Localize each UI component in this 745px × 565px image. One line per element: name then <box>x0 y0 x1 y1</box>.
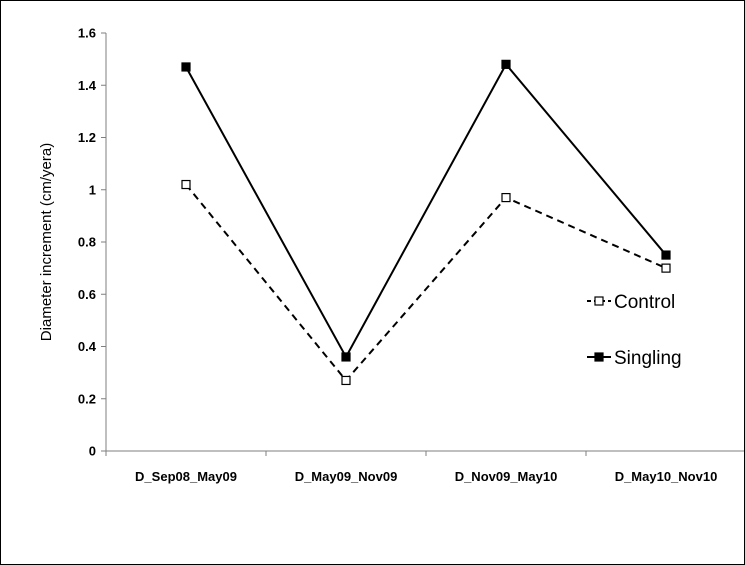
x-tick-label: D_Sep08_May09 <box>135 469 237 484</box>
y-tick-label: 1.4 <box>78 78 97 93</box>
legend: Control Singling <box>587 292 682 369</box>
legend-marker-control <box>594 296 604 306</box>
series-line-control <box>185 183 667 383</box>
y-tick-label: 0.6 <box>78 287 96 302</box>
x-axis-ticks: D_Sep08_May09 D_May09_Nov09 D_Nov09_May10 D… <box>105 451 718 484</box>
y-tick-label: 1 <box>89 182 96 197</box>
y-axis-title-group: Diameter increment (cm/yera) <box>38 143 55 341</box>
y-tick-label: 1.2 <box>78 130 96 145</box>
legend-label-singling: Singling <box>614 348 682 369</box>
series-lines <box>185 62 667 383</box>
y-tick-label: 0.2 <box>78 391 96 406</box>
legend-marker-singling <box>594 352 604 362</box>
data-point-control <box>341 375 351 386</box>
y-tick-label: 1.6 <box>78 26 96 41</box>
data-point-control <box>181 179 191 190</box>
x-tick-label: D_Nov09_May10 <box>455 469 558 484</box>
y-tick-label: 0.4 <box>78 339 97 354</box>
data-point-control <box>661 263 671 273</box>
y-axis-ticks: 0 0.2 0.4 0.6 0.8 1 1.2 1.4 1.6 <box>78 26 106 459</box>
y-axis-title: Diameter increment (cm/yera) <box>38 143 55 341</box>
x-tick-label: D_May09_Nov09 <box>295 469 398 484</box>
data-point-singling <box>501 59 511 69</box>
series-line-singling <box>185 62 667 360</box>
y-tick-label: 0 <box>89 444 96 459</box>
data-point-singling <box>341 352 351 362</box>
data-point-singling <box>181 62 191 72</box>
data-point-singling <box>661 250 671 260</box>
y-tick-label: 0.8 <box>78 235 96 250</box>
data-point-control <box>501 192 511 203</box>
legend-label-control: Control <box>614 292 675 313</box>
series-markers <box>181 59 671 386</box>
x-tick-label: D_May10_Nov10 <box>615 469 718 484</box>
